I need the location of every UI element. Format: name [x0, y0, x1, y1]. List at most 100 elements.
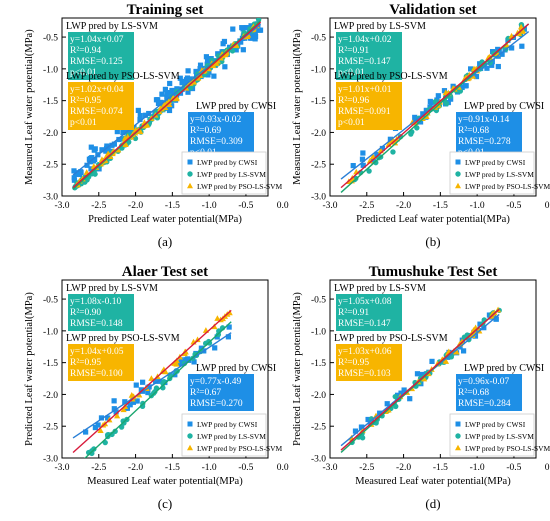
cwsi-point [499, 51, 505, 57]
annotation-cwsi: LWP pred by CWSI y=0.93x-0.02R²=0.69RMSE=… [188, 101, 276, 160]
cwsi-point [127, 402, 133, 408]
annotation-lssvm: LWP pred by LS-SVM y=1.05x+0.08R²=0.91RMS… [334, 283, 426, 331]
legend-entry: LWP pred by LS-SVM [465, 170, 534, 179]
annotation-title: LWP pred by PSO-LS-SVM [334, 71, 448, 82]
cwsi-point [379, 145, 386, 152]
panel-a-title: Training set [127, 2, 204, 18]
lssvm-point [390, 149, 396, 155]
annotation-title: LWP pred by LS-SVM [334, 283, 426, 294]
cwsi-point [384, 401, 390, 407]
fit-lines [72, 20, 262, 190]
pso-point [469, 332, 476, 339]
cwsi-point [123, 128, 129, 135]
annotation-line: RMSE=0.278 [458, 137, 511, 147]
legend: LWP pred by CWSI LWP pred by LS-SVM LWP pr… [449, 413, 550, 457]
y-tick-label: -2.5 [43, 423, 58, 433]
annotation-line: R²=0.94 [70, 46, 101, 56]
cwsi-point [226, 324, 232, 330]
cwsi-point [145, 389, 151, 396]
fit-lines [72, 309, 232, 458]
cwsi-point [183, 357, 189, 363]
y-tick-label: -1.5 [43, 359, 58, 369]
cwsi-point [111, 141, 117, 147]
annotation-title: LWP pred by LS-SVM [334, 21, 426, 32]
legend-marker-triangle [455, 444, 461, 451]
legend-frame [449, 151, 535, 195]
lssvm-point [373, 159, 379, 166]
cwsi-point [374, 151, 380, 157]
lssvm-point [359, 435, 366, 441]
y-tick-label: -3.0 [43, 193, 58, 203]
cwsi-point [240, 47, 246, 53]
pso-point [97, 427, 104, 433]
pso-point [173, 357, 180, 364]
cwsi-point [71, 175, 77, 181]
lssvm-point [92, 171, 98, 177]
x-tick-label: -0.5 [506, 201, 521, 211]
cwsi-point [142, 112, 149, 118]
legend-entry: LWP pred by PSO-LS-SVM [465, 444, 550, 453]
annotation-pso: LWP pred by PSO-LS-SVM y=1.03x+0.06R²=0.9… [334, 333, 448, 381]
legend-entry: LWP pred by LS-SVM [197, 432, 266, 441]
panel-c-title: Alaer Test set [122, 264, 208, 280]
plot-frame [61, 279, 269, 459]
annotation-line: y=0.91x-0.14 [458, 115, 510, 125]
annotation-line: RMSE=0.074 [70, 107, 123, 117]
annotation-title: LWP pred by PSO-LS-SVM [334, 333, 448, 344]
y-tick-label: -0.5 [311, 34, 326, 44]
pso-point [503, 41, 510, 48]
cwsi-point [177, 75, 183, 81]
legend-marker-circle [187, 433, 193, 439]
fit-lines [340, 23, 530, 193]
annotation-line: RMSE=0.284 [458, 399, 511, 409]
cwsi-point [155, 100, 162, 106]
annotation-line: R²=0.68 [458, 388, 489, 398]
cwsi-point [153, 97, 160, 103]
cwsi-point [460, 348, 467, 354]
panel-d-title: Tumushuke Test Set [369, 264, 498, 280]
annotation-pso: LWP pred by PSO-LS-SVM y=1.04x+0.05R²=0.9… [66, 333, 180, 381]
cwsi-point [519, 43, 525, 49]
cwsi-point [197, 62, 204, 68]
cwsi-point [71, 168, 77, 174]
cwsi-point [509, 45, 515, 51]
pso-point [148, 375, 155, 381]
pso-point [120, 406, 127, 413]
y-tick-label: -1.5 [43, 97, 58, 107]
cwsi-point [165, 105, 171, 111]
annotation-line: RMSE=0.125 [70, 57, 123, 67]
x-tick-label: -2.5 [91, 201, 106, 211]
annotation-line: RMSE=0.103 [338, 369, 391, 379]
annotation-line: R²=0.91 [338, 46, 369, 56]
cwsi-point [429, 358, 435, 364]
cwsi-point [459, 84, 465, 91]
annotation-title: LWP pred by CWSI [196, 101, 276, 112]
x-axis-label: Predicted Leaf water potential(MPa) [88, 214, 242, 225]
annotation-line: y=1.04x+0.02 [338, 35, 392, 45]
annotation-lssvm: LWP pred by LS-SVM y=1.08x-0.10R²=0.90RMS… [66, 283, 158, 331]
cwsi-point [137, 116, 143, 123]
annotation-line: RMSE=0.148 [70, 319, 123, 329]
cwsi-point [91, 147, 97, 153]
cwsi-point [407, 396, 413, 402]
y-tick-label: -0.5 [43, 34, 58, 44]
legend-entry: LWP pred by LS-SVM [465, 432, 534, 441]
annotation-line: RMSE=0.147 [338, 57, 391, 67]
pso-point [210, 62, 217, 69]
panel-letter: (c) [158, 496, 172, 511]
y-axis-label: Measured Leaf water potential(MPa) [292, 29, 303, 185]
annotation-lssvm: LWP pred by LS-SVM y=1.04x+0.02R²=0.91RMS… [334, 21, 426, 80]
annotation-line: R²=0.90 [70, 308, 101, 318]
legend-entry: LWP pred by PSO-LS-SVM [197, 182, 283, 191]
y-tick-label: -1.5 [311, 359, 326, 369]
x-tick-label: -2.5 [91, 463, 106, 473]
annotation-cwsi: LWP pred by CWSI y=0.77x-0.49R²=0.67RMSE=… [188, 363, 276, 411]
cwsi-point [462, 83, 468, 89]
cwsi-point [122, 399, 128, 405]
cwsi-point [99, 147, 105, 153]
cwsi-point [191, 359, 197, 365]
annotation-line: y=1.05x+0.08 [338, 297, 392, 307]
lssvm-point [408, 131, 414, 137]
annotation-line: R²=0.69 [190, 126, 221, 136]
annotation-line: R²=0.91 [338, 308, 369, 318]
